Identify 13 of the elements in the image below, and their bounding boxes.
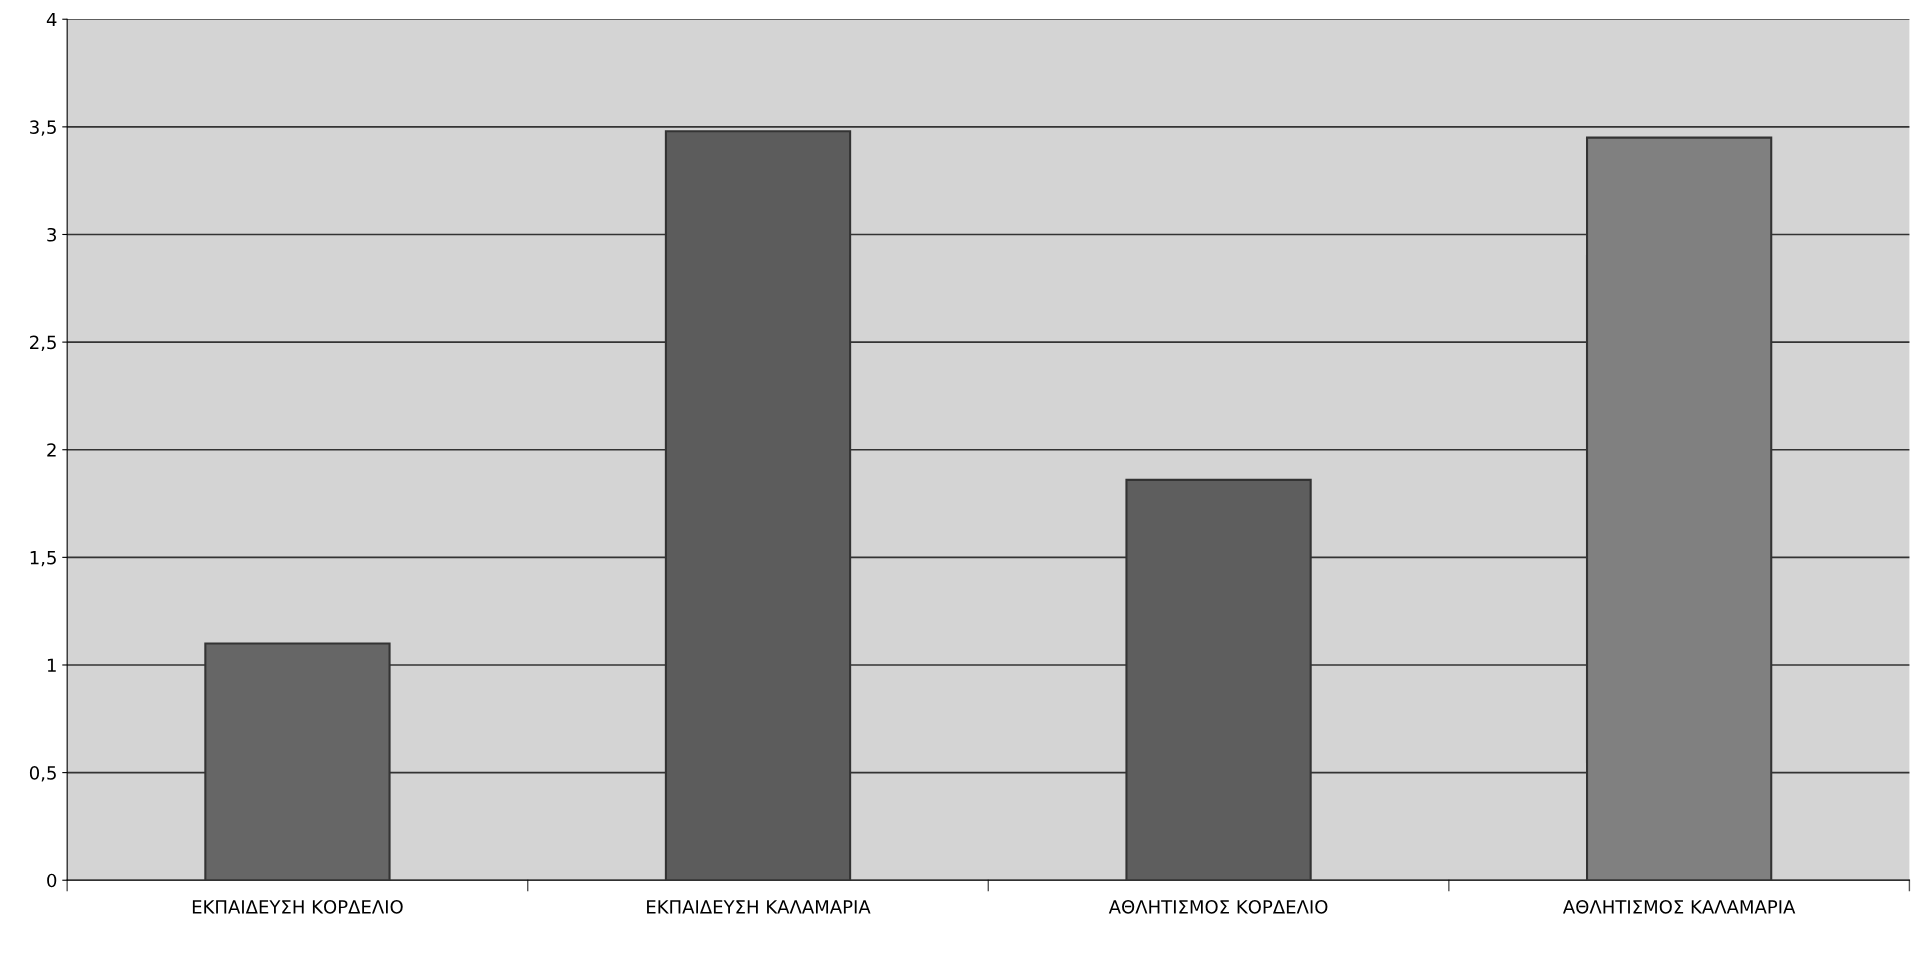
y-tick-label: 3: [47, 227, 56, 242]
y-tick-label: 4: [46, 12, 57, 27]
y-tick-label: 2,5: [30, 335, 56, 352]
y-tick-label: 1: [47, 658, 56, 672]
x-tick-label: ΕΚΠΑΙΔΕΥΣΗ ΚΟΡΔΕΛΙΟ: [192, 899, 403, 914]
y-tick-label: 0: [47, 873, 57, 888]
y-tick-label: 0,5: [29, 766, 56, 782]
x-tick-label: ΑΘΛΗΤΙΣΜΟΣ ΚΑΛΑΜΑΡΙΑ: [1562, 899, 1796, 914]
x-tick-label: ΑΘΛΗΤΙΣΜΟΣ ΚΟΡΔΕΛΙΟ: [1108, 899, 1328, 914]
x-tick-label: ΕΚΠΑΙΔΕΥΣΗ ΚΑΛΑΜΑΡΙΑ: [647, 900, 871, 914]
y-tick-label: 3,5: [30, 120, 56, 136]
y-tick-label: 2: [47, 443, 56, 457]
y-tick-label: 1,5: [30, 551, 56, 567]
